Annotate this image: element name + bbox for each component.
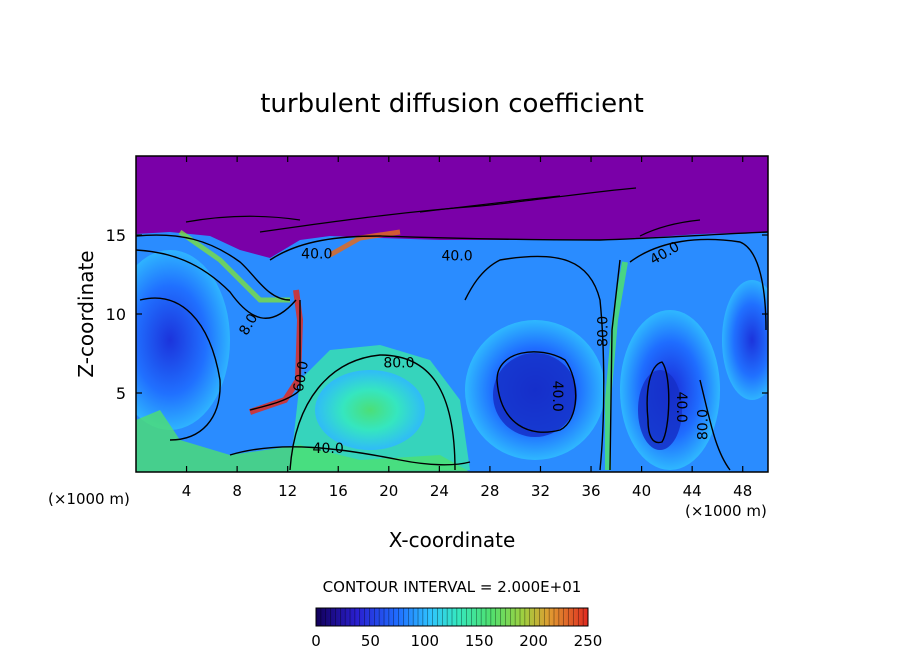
- contour-line: [229, 446, 471, 466]
- colorbar-tick-label: 0: [311, 632, 321, 650]
- colorbar: 0 50 100 150 200 250: [311, 607, 602, 650]
- y-tick-label: 5: [116, 384, 126, 403]
- filament: [185, 215, 301, 223]
- contour-line: [136, 234, 291, 301]
- contour-line: [269, 231, 768, 261]
- contour-line: [249, 300, 301, 411]
- contour-label: 80.0: [595, 316, 611, 347]
- contour-lines: [136, 231, 768, 471]
- hot-streak-top: [328, 229, 401, 258]
- colorbar-tick-label: 250: [574, 632, 603, 650]
- y-axis-ticks: 5 10 15: [106, 226, 768, 403]
- bottom-band: [136, 410, 470, 472]
- x-tick-label: 16: [329, 482, 348, 500]
- contour-label: 40.0: [673, 392, 689, 423]
- left-eddy: [136, 250, 230, 430]
- x-tick-label: 28: [480, 482, 499, 500]
- x-tick-label: 8: [232, 482, 242, 500]
- filament: [639, 219, 701, 237]
- far-right-eddy: [722, 280, 768, 400]
- upper-quiet-region: [136, 156, 768, 258]
- x-tick-label: 40: [632, 482, 651, 500]
- y-tick-label: 15: [106, 226, 126, 245]
- colorbar-tick-label: 150: [465, 632, 494, 650]
- x-tick-label: 44: [683, 482, 702, 500]
- top-filaments: [185, 187, 701, 237]
- x-tick-label: 32: [531, 482, 550, 500]
- colorbar-ticks: 0 50 100 150 200 250: [311, 632, 602, 650]
- contour-line: [699, 379, 731, 471]
- contour-label: 40.0: [301, 247, 332, 263]
- x-tick-label: 36: [581, 482, 600, 500]
- contour-label: 60.0: [291, 360, 312, 393]
- colorbar-tick-label: 100: [410, 632, 439, 650]
- x-unit-right: (×1000 m): [685, 502, 767, 520]
- y-axis-label: Z-coordinate: [74, 250, 98, 377]
- contour-line: [136, 249, 297, 319]
- contour-line: [629, 238, 767, 331]
- x-tick-label: 20: [379, 482, 398, 500]
- chart-title: turbulent diffusion coefficient: [260, 89, 644, 119]
- contour-label: 40.0: [441, 248, 472, 264]
- contour-label: 80.0: [383, 356, 414, 372]
- contour-line: [289, 354, 456, 471]
- contour-line: [464, 255, 605, 471]
- filament: [259, 187, 637, 233]
- colorbar-tick-label: 200: [519, 632, 548, 650]
- contour-label: 40.0: [313, 441, 344, 457]
- x-tick-label: 4: [182, 482, 192, 500]
- contour-interval-note: CONTOUR INTERVAL = 2.000E+01: [323, 578, 582, 596]
- contour-label: 40.0: [549, 381, 565, 412]
- contour-label: 80.0: [695, 409, 711, 440]
- y-tick-label: 10: [106, 305, 126, 324]
- contour-line: [139, 297, 221, 441]
- filament: [419, 195, 561, 213]
- contour-line: [646, 361, 670, 444]
- contour-line: [609, 259, 621, 471]
- x-axis-label: X-coordinate: [389, 528, 516, 552]
- x-tick-label: 24: [430, 482, 449, 500]
- green-front-left: [178, 229, 290, 303]
- x-tick-label: 48: [733, 482, 752, 500]
- x-axis-ticks: 4 8 12 16 20 24 28 32 36 40 44 48: [182, 156, 752, 500]
- x-unit-left: (×1000 m): [48, 490, 130, 508]
- colorbar-bands: [320, 608, 584, 626]
- x-tick-label: 12: [278, 482, 297, 500]
- contour-line: [496, 351, 577, 433]
- colorbar-tick-label: 50: [361, 632, 380, 650]
- heatmap-field: 40.0 40.0 40.080.080.08.060.040.0 40.080.04…: [136, 156, 768, 472]
- central-core: [315, 370, 425, 450]
